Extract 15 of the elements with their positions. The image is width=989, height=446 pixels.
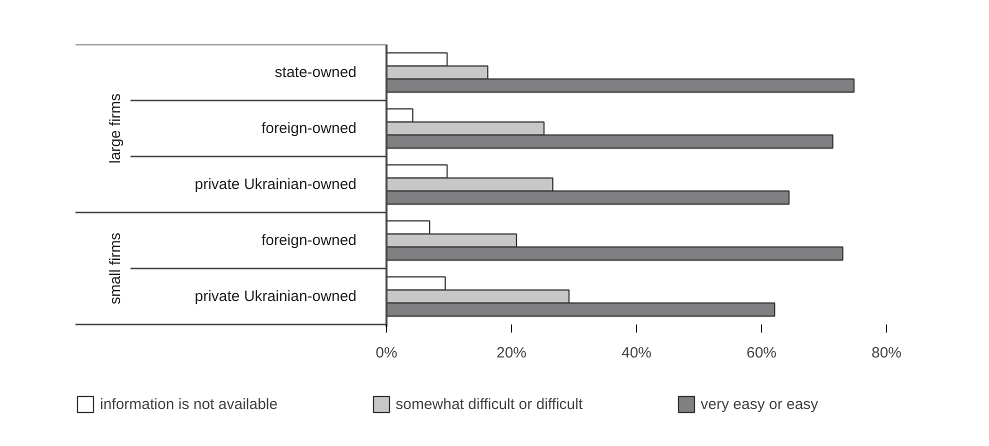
x-tick-label: 60% xyxy=(746,344,777,362)
y-tick-label: private Ukrainian-owned xyxy=(194,176,356,193)
text: large firms xyxy=(107,93,124,164)
y-tick-label: private Ukrainian-owned xyxy=(194,288,356,305)
x-tick-label: 20% xyxy=(496,344,527,362)
x-tick-label: 0% xyxy=(376,344,398,362)
x-tick-label: 80% xyxy=(871,344,902,362)
y-tick-label: foreign-owned xyxy=(261,120,356,137)
legend-label: somewhat difficult or difficult xyxy=(396,396,583,412)
legend-label: very easy or easy xyxy=(700,396,818,412)
y-tick-label: state-owned xyxy=(274,64,356,81)
text: small firms xyxy=(107,232,124,304)
y-tick-label: foreign-owned xyxy=(261,232,356,249)
legend-label: information is not available xyxy=(100,396,278,412)
x-tick-label: 40% xyxy=(621,344,652,362)
